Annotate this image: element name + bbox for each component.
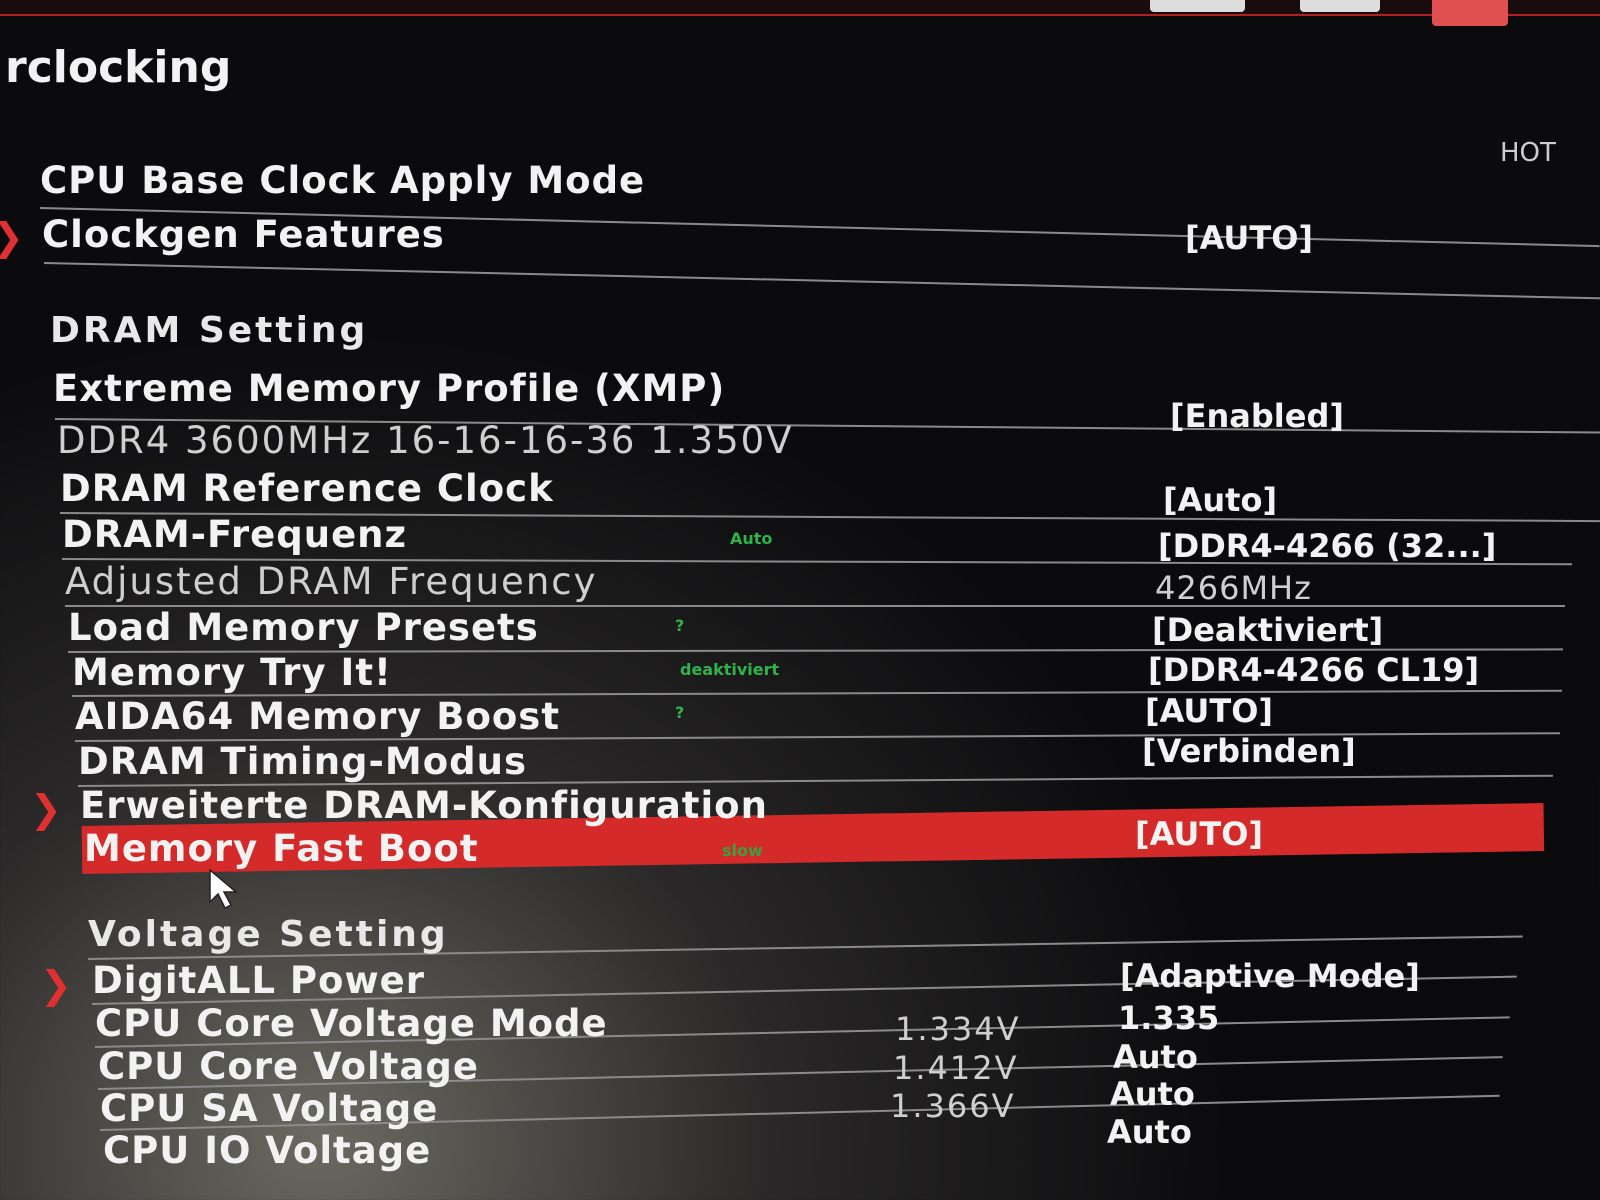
menu-item-memory-fast-boot[interactable]: Memory Fast Boot: [84, 827, 479, 870]
value-digitall-power[interactable]: [Adaptive Mode]: [1120, 957, 1420, 995]
section-header-dram: DRAM Setting: [50, 310, 369, 351]
value-cpu-base-clock-apply-mode[interactable]: [AUTO]: [1185, 219, 1314, 257]
xmp-profile-info: DDR4 3600MHz 16-16-16-36 1.350V: [57, 419, 794, 462]
reading-cpu-core-voltage: 1.412V: [893, 1049, 1019, 1087]
menu-item-clockgen-features[interactable]: Clockgen Features: [42, 213, 445, 256]
value-cpu-core-voltage-mode[interactable]: 1.335: [1118, 999, 1220, 1037]
submenu-arrow-icon: ❯: [30, 787, 62, 831]
value-memory-try-it[interactable]: [DDR4-4266 CL19]: [1148, 651, 1480, 689]
mouse-cursor-icon: [209, 868, 239, 910]
top-button[interactable]: [1300, 0, 1380, 12]
menu-item-cpu-core-voltage-mode[interactable]: CPU Core Voltage Mode: [95, 1002, 608, 1045]
menu-item-dram-timing-modus[interactable]: DRAM Timing-Modus: [78, 740, 527, 783]
value-xmp[interactable]: [Enabled]: [1170, 397, 1344, 435]
top-bar: [0, 0, 1600, 26]
section-header-voltage: Voltage Setting: [88, 914, 449, 955]
annotation-note: Auto: [730, 529, 773, 548]
menu-item-memory-try-it[interactable]: Memory Try It!: [72, 651, 392, 694]
menu-item-dram-frequenz[interactable]: DRAM-Frequenz: [62, 513, 408, 556]
annotation-note: ?: [675, 616, 685, 635]
value-memory-fast-boot[interactable]: [AUTO]: [1135, 815, 1264, 853]
page-title: rclocking: [5, 42, 232, 93]
annotation-note: ?: [675, 703, 685, 722]
menu-item-erweiterte-dram-konfiguration[interactable]: Erweiterte DRAM-Konfiguration: [80, 784, 768, 827]
divider: [65, 605, 1565, 607]
value-cpu-sa-voltage[interactable]: Auto: [1110, 1075, 1195, 1113]
menu-item-cpu-io-voltage[interactable]: CPU IO Voltage: [103, 1129, 432, 1172]
divider: [43, 262, 1600, 300]
submenu-arrow-icon: ❯: [40, 963, 72, 1007]
value-aida64-memory-boost[interactable]: [AUTO]: [1145, 692, 1274, 730]
menu-item-cpu-core-voltage[interactable]: CPU Core Voltage: [98, 1045, 479, 1088]
menu-item-digitall-power[interactable]: DigitALL Power: [92, 959, 425, 1002]
value-adjusted-dram-frequency: 4266MHz: [1155, 569, 1312, 607]
menu-item-xmp[interactable]: Extreme Memory Profile (XMP): [53, 367, 726, 410]
reading-cpu-core-voltage-mode: 1.334V: [895, 1010, 1021, 1048]
value-dram-timing-modus[interactable]: [Verbinden]: [1142, 732, 1356, 770]
submenu-arrow-icon: ❯: [0, 218, 24, 256]
menu-item-cpu-sa-voltage[interactable]: CPU SA Voltage: [100, 1087, 439, 1130]
value-dram-frequenz[interactable]: [DDR4-4266 (32...]: [1158, 527, 1497, 565]
adjusted-dram-frequency-label: Adjusted DRAM Frequency: [65, 560, 598, 603]
value-load-memory-presets[interactable]: [Deaktiviert]: [1152, 611, 1384, 649]
value-cpu-io-voltage[interactable]: Auto: [1107, 1113, 1192, 1151]
menu-item-aida64-memory-boost[interactable]: AIDA64 Memory Boost: [75, 695, 561, 738]
top-button[interactable]: [1150, 0, 1245, 12]
annotation-note: deaktiviert: [680, 660, 780, 679]
menu-item-dram-reference-clock[interactable]: DRAM Reference Clock: [60, 467, 554, 510]
value-dram-reference-clock[interactable]: [Auto]: [1163, 481, 1278, 519]
value-cpu-core-voltage[interactable]: Auto: [1113, 1038, 1198, 1076]
hotkey-label[interactable]: HOT: [1500, 138, 1556, 168]
menu-item-load-memory-presets[interactable]: Load Memory Presets: [68, 606, 539, 649]
annotation-note: slow: [722, 841, 763, 860]
menu-item-cpu-base-clock-apply-mode[interactable]: CPU Base Clock Apply Mode: [40, 159, 646, 202]
reading-cpu-sa-voltage: 1.366V: [890, 1087, 1016, 1125]
top-button-active[interactable]: [1432, 0, 1508, 26]
